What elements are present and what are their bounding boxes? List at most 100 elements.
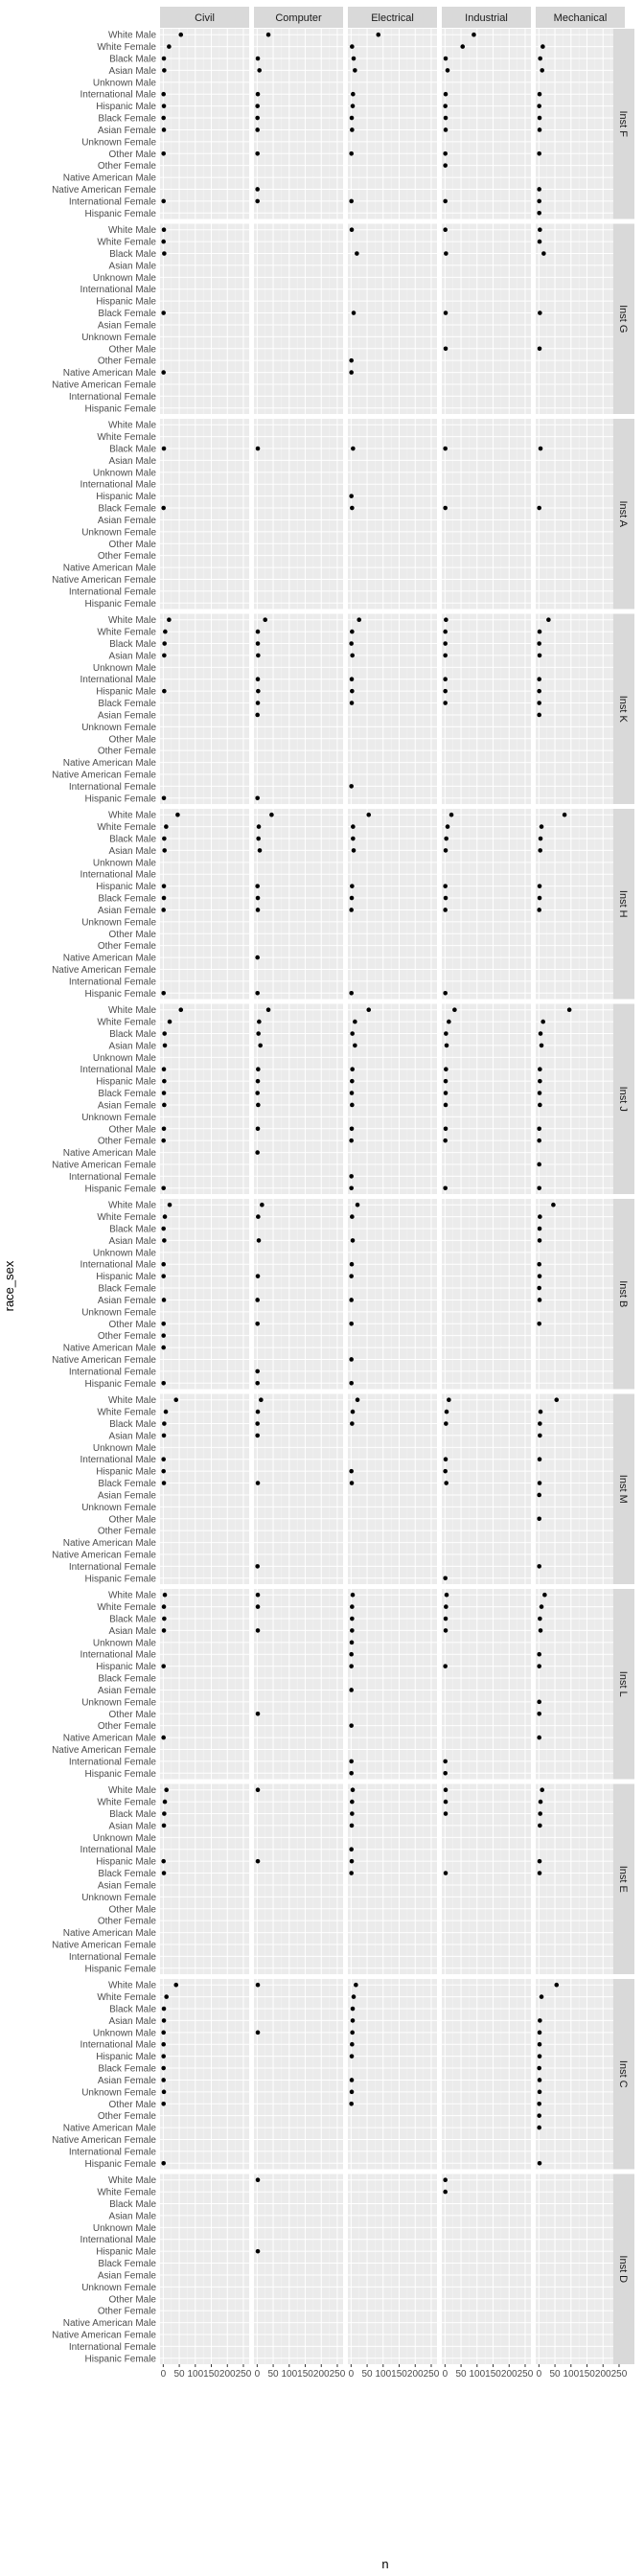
data-point — [538, 1823, 542, 1828]
data-point — [351, 824, 356, 829]
data-point — [161, 115, 166, 121]
data-point — [537, 1664, 541, 1668]
facet-panel — [348, 1393, 437, 1584]
y-tick-label: Native American Female — [52, 770, 156, 780]
data-point — [537, 884, 542, 888]
data-point — [443, 629, 448, 634]
y-tick-label: Asian Male — [109, 1041, 157, 1051]
panel-background — [254, 1199, 343, 1390]
data-point — [256, 824, 262, 829]
row-strip-label: Inst C — [617, 2060, 629, 2088]
data-point — [444, 1067, 448, 1072]
data-point — [355, 1202, 360, 1208]
y-tick-label: Black Female — [98, 699, 156, 709]
y-tick-label: Native American Male — [63, 173, 157, 184]
facet-panel — [348, 613, 437, 804]
data-point — [255, 1711, 261, 1716]
data-point — [353, 1043, 357, 1048]
x-tick-label: 50 — [174, 2369, 186, 2380]
facet-panel — [160, 29, 249, 219]
data-point — [161, 2101, 166, 2106]
facet-panel — [254, 419, 343, 610]
data-point — [443, 127, 448, 132]
data-point — [538, 1102, 542, 1108]
panel-background — [442, 1199, 531, 1390]
panel-background — [348, 29, 437, 219]
data-point — [167, 617, 172, 623]
data-point — [161, 1468, 166, 1474]
y-tick-label: Other Female — [98, 941, 157, 952]
panel-background — [254, 1589, 343, 1780]
y-tick-label: International Male — [80, 285, 157, 295]
data-point — [255, 446, 261, 451]
data-point — [349, 1847, 354, 1852]
panel-background — [160, 29, 249, 219]
data-point — [161, 104, 167, 108]
row-strip — [613, 29, 634, 219]
facet-panel — [442, 1199, 531, 1390]
column-strip-label: Electrical — [371, 12, 414, 24]
y-tick-label: White Female — [97, 432, 156, 443]
data-point — [443, 346, 448, 352]
facet-panel — [254, 2174, 343, 2364]
y-tick-label: Asian Female — [98, 1296, 157, 1306]
data-point — [265, 32, 271, 37]
facet-panel — [536, 29, 625, 219]
y-tick-label: White Female — [97, 1212, 156, 1223]
data-point — [350, 1811, 355, 1816]
y-tick-label: White Female — [97, 1992, 156, 2003]
y-tick-label: Other Female — [98, 1527, 157, 1537]
facet-panel — [536, 809, 625, 1000]
data-point — [537, 346, 542, 352]
x-tick-label: 200 — [313, 2369, 330, 2380]
y-tick-label: Native American Female — [52, 1940, 156, 1950]
y-tick-label: Asian Female — [98, 516, 157, 526]
data-point — [537, 1871, 542, 1875]
y-tick-label: Unknown Male — [93, 858, 157, 868]
data-point — [163, 629, 168, 634]
panel-background — [536, 29, 625, 219]
y-tick-label: Black Male — [109, 639, 156, 650]
data-point — [537, 210, 541, 216]
data-point — [537, 653, 542, 658]
data-point — [255, 908, 261, 912]
data-point — [537, 712, 541, 718]
data-point — [349, 1138, 354, 1143]
y-tick-label: Native American Female — [52, 380, 156, 390]
y-tick-label: Asian Male — [109, 66, 157, 77]
y-tick-label: Asian Male — [109, 1431, 157, 1441]
data-point — [537, 1298, 542, 1302]
y-tick-label: Unknown Female — [81, 137, 156, 148]
data-point — [255, 1481, 261, 1485]
data-point — [444, 1604, 448, 1609]
y-tick-label: International Male — [80, 480, 157, 491]
data-point — [161, 505, 166, 511]
data-point — [537, 187, 541, 192]
y-tick-label: Unknown Female — [81, 723, 156, 733]
y-tick-label: White Male — [108, 1201, 156, 1211]
y-tick-label: Black Female — [98, 504, 156, 515]
data-point — [350, 127, 355, 132]
data-point — [255, 954, 260, 960]
panel-background — [160, 613, 249, 804]
data-point — [161, 884, 167, 888]
data-point — [349, 908, 354, 912]
x-tick-label: 150 — [391, 2369, 407, 2380]
data-point — [443, 1628, 448, 1633]
data-point — [161, 1433, 167, 1438]
data-point — [163, 1409, 169, 1414]
data-point — [256, 653, 261, 658]
data-point — [161, 908, 166, 912]
panel-background — [442, 1783, 531, 1974]
y-tick-label: Black Male — [109, 835, 156, 845]
data-point — [537, 1735, 541, 1740]
y-tick-label: Black Male — [109, 1419, 156, 1430]
facet-panel — [160, 1199, 249, 1390]
data-point — [443, 1126, 448, 1132]
facet-panel — [254, 29, 343, 219]
data-point — [444, 1592, 449, 1598]
y-tick-label: Hispanic Male — [96, 687, 156, 698]
facet-panels — [160, 29, 625, 2364]
y-tick-label: Native American Female — [52, 1355, 156, 1366]
data-point — [349, 1640, 355, 1645]
